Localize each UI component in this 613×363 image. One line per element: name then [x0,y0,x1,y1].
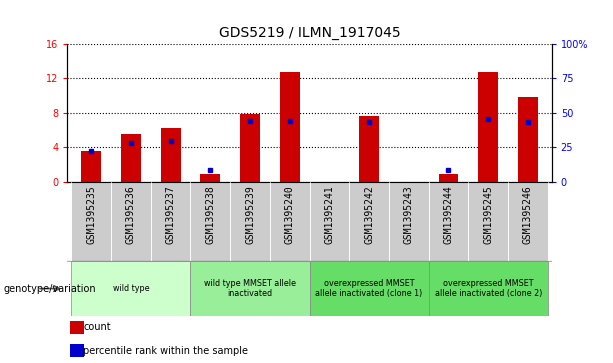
Bar [71,182,111,261]
Text: wild type MMSET allele
inactivated: wild type MMSET allele inactivated [204,279,296,298]
Text: percentile rank within the sample: percentile rank within the sample [83,346,248,356]
Bar [518,97,538,182]
Bar [70,321,84,334]
Text: overexpressed MMSET
allele inactivated (clone 1): overexpressed MMSET allele inactivated (… [316,279,423,298]
Text: GSM1395242: GSM1395242 [364,185,374,244]
Bar [280,72,300,182]
Bar [310,261,428,316]
Text: count: count [83,322,111,332]
Title: GDS5219 / ILMN_1917045: GDS5219 / ILMN_1917045 [219,26,400,40]
Bar [468,182,508,261]
Bar [191,261,310,316]
Bar [191,182,230,261]
Bar [349,182,389,261]
Bar [151,182,191,261]
Bar [508,182,548,261]
Text: genotype/variation: genotype/variation [3,284,96,294]
Bar [438,174,459,182]
Text: GSM1395236: GSM1395236 [126,185,136,244]
Bar [230,182,270,261]
Text: GSM1395244: GSM1395244 [443,185,454,244]
Bar [478,72,498,182]
Text: GSM1395237: GSM1395237 [166,185,176,244]
Bar [200,174,220,182]
Bar [111,182,151,261]
Bar [70,344,84,357]
Bar [71,261,191,316]
Bar [359,116,379,182]
Text: GSM1395240: GSM1395240 [284,185,295,244]
Bar [428,261,548,316]
Text: GSM1395241: GSM1395241 [324,185,335,244]
Bar [121,134,141,182]
Bar [389,182,428,261]
Text: GSM1395245: GSM1395245 [483,185,493,244]
Bar [270,182,310,261]
Text: GSM1395235: GSM1395235 [86,185,96,244]
Text: GSM1395243: GSM1395243 [404,185,414,244]
Bar [310,182,349,261]
Text: GSM1395238: GSM1395238 [205,185,215,244]
Text: GSM1395246: GSM1395246 [523,185,533,244]
Text: GSM1395239: GSM1395239 [245,185,255,244]
Bar [428,182,468,261]
Bar [161,128,181,182]
Text: wild type: wild type [113,284,149,293]
Text: overexpressed MMSET
allele inactivated (clone 2): overexpressed MMSET allele inactivated (… [435,279,542,298]
Bar [240,114,260,182]
Bar [82,151,101,182]
